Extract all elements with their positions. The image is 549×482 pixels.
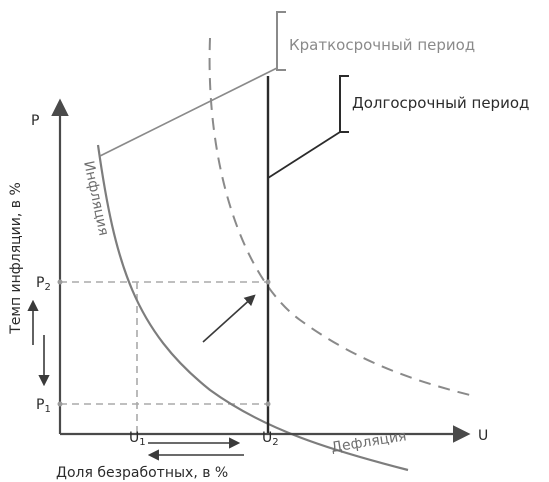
x-axis-letter: U [478, 428, 488, 444]
x-axis-title: Доля безработных, в % [56, 465, 228, 481]
y-axis-letter: P [31, 113, 39, 129]
point-p1-axis [57, 401, 63, 407]
long-run-pointer-line [267, 131, 341, 179]
point-p2-u2 [265, 279, 271, 285]
long-run-label: Долгосрочный период [352, 94, 529, 112]
tick-label-p2: P2 [36, 275, 51, 293]
short-run-pointer-line [99, 67, 278, 157]
tick-label-u1: U1 [129, 430, 146, 448]
deflation-label: Дефляция [330, 428, 408, 456]
short-run-label: Краткосрочный период [289, 36, 475, 54]
tick-label-p1: P1 [36, 397, 51, 415]
shift-arrow [202, 294, 256, 343]
short-run-phillips-curve [96, 144, 409, 472]
long-run-bracket [339, 75, 349, 133]
point-p1-u2 [265, 401, 271, 407]
point-p2-axis [57, 279, 63, 285]
tick-label-u2: U2 [262, 430, 279, 448]
shifted-short-run-curve [208, 37, 471, 396]
short-run-bracket [276, 11, 286, 71]
y-axis-title: Темп инфляции, в % [8, 182, 24, 335]
